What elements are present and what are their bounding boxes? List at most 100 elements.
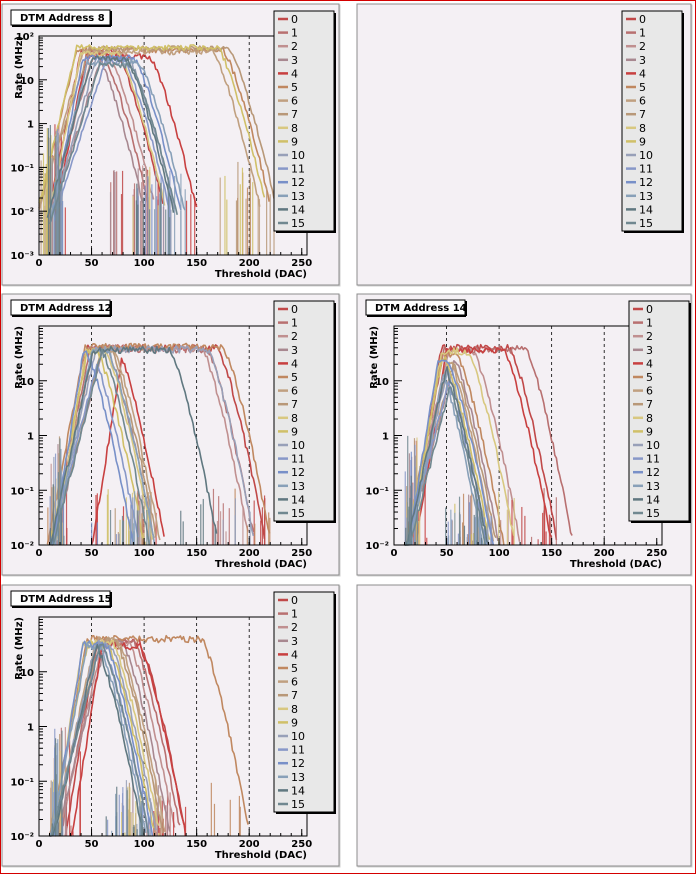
legend-label-9: 9: [291, 135, 298, 148]
y-tick-label: 10: [20, 377, 34, 388]
legend-box: [621, 10, 683, 232]
pad-border: [1, 3, 340, 286]
legend-label-3: 3: [646, 344, 653, 357]
legend-label-9: 9: [639, 135, 646, 148]
legend-label-12: 12: [639, 176, 653, 189]
legend-label-8: 8: [639, 122, 646, 135]
legend-label-7: 7: [639, 108, 646, 121]
x-tick-label: 250: [291, 258, 312, 269]
legend-label-3: 3: [291, 344, 298, 357]
legend-label-9: 9: [646, 425, 653, 438]
series-line-12: [50, 350, 135, 546]
legend-label-6: 6: [291, 385, 298, 398]
y-tick-label: 10⁻¹: [10, 486, 34, 497]
y-tick-label: 10⁻²: [10, 207, 34, 218]
legend-label-5: 5: [291, 371, 298, 384]
legend-label-12: 12: [646, 466, 660, 479]
series-line-14: [404, 366, 489, 546]
x-tick-label: 250: [291, 548, 312, 559]
legend-label-14: 14: [291, 203, 305, 216]
x-tick-label: 200: [239, 548, 260, 559]
x-tick-label: 50: [440, 548, 454, 559]
legend-label-12: 12: [291, 176, 305, 189]
x-tick-label: 250: [646, 548, 667, 559]
legend-label-0: 0: [291, 303, 298, 316]
x-tick-label: 150: [186, 839, 207, 850]
legend-label-8: 8: [291, 122, 298, 135]
legend-label-8: 8: [646, 412, 653, 425]
y-tick-label: 10²: [16, 32, 34, 43]
legend-label-6: 6: [639, 95, 646, 108]
x-tick-label: 50: [85, 839, 99, 850]
legend-label-4: 4: [291, 67, 298, 80]
legend-label-4: 4: [291, 357, 298, 370]
x-tick-label: 50: [85, 548, 99, 559]
legend-label-12: 12: [291, 757, 305, 770]
legend-label-2: 2: [291, 330, 298, 343]
plot-frame: [38, 325, 308, 546]
pad-border: [356, 584, 692, 867]
y-tick-label: 10: [375, 377, 389, 388]
legend-label-13: 13: [291, 771, 305, 784]
legend-label-2: 2: [639, 40, 646, 53]
legend-label-6: 6: [646, 385, 653, 398]
legend-label-2: 2: [646, 330, 653, 343]
chart-title: DTM Address 15: [20, 594, 112, 605]
legend-label-5: 5: [639, 81, 646, 94]
x-axis-label: Threshold (DAC): [215, 850, 307, 861]
chart-title: DTM Address 14: [375, 303, 467, 314]
y-tick-label: 10: [20, 668, 34, 679]
x-tick-label: 100: [489, 548, 510, 559]
series-line-15: [406, 386, 487, 546]
legend-label-1: 1: [291, 317, 298, 330]
legend-label-5: 5: [646, 371, 653, 384]
legend-label-11: 11: [291, 744, 305, 757]
legend-box: [273, 300, 335, 522]
y-tick-label: 10⁻¹: [10, 777, 34, 788]
legend-label-10: 10: [291, 149, 305, 162]
chart-title: DTM Address 12: [20, 303, 112, 314]
x-tick-label: 0: [36, 258, 43, 269]
legend-label-8: 8: [291, 703, 298, 716]
legend-label-11: 11: [291, 163, 305, 176]
legend-label-10: 10: [646, 439, 660, 452]
y-tick-label: 10⁻¹: [365, 486, 389, 497]
legend-label-4: 4: [639, 67, 646, 80]
series-line-15: [49, 643, 150, 837]
pad-border: [1, 293, 340, 576]
legend-label-0: 0: [639, 13, 646, 26]
legend-label-7: 7: [291, 108, 298, 121]
series-line-10: [50, 345, 255, 544]
legend-label-13: 13: [291, 190, 305, 203]
legend-label-1: 1: [646, 317, 653, 330]
y-tick-label: 10⁻¹: [10, 163, 34, 174]
legend-label-3: 3: [291, 635, 298, 648]
legend-label-3: 3: [639, 54, 646, 67]
legend-label-6: 6: [291, 676, 298, 689]
pad-background: [357, 585, 691, 866]
y-tick-label: 1: [27, 432, 34, 443]
legend-label-14: 14: [291, 784, 305, 797]
legend-label-8: 8: [291, 412, 298, 425]
legend-label-9: 9: [291, 425, 298, 438]
chart-title-box: DTM Address 12: [10, 299, 112, 317]
x-tick-label: 100: [134, 548, 155, 559]
x-tick-label: 200: [239, 839, 260, 850]
y-tick-label: 10: [20, 76, 34, 87]
y-tick-label: 10⁻²: [10, 541, 34, 552]
x-tick-label: 150: [186, 258, 207, 269]
y-tick-label: 10⁻³: [10, 251, 34, 262]
series-line-9: [38, 44, 266, 204]
legend-label-7: 7: [646, 398, 653, 411]
legend-label-0: 0: [646, 303, 653, 316]
legend-label-4: 4: [291, 648, 298, 661]
x-tick-label: 250: [291, 839, 312, 850]
legend-label-2: 2: [291, 621, 298, 634]
series-line-4: [69, 641, 187, 837]
legend-label-10: 10: [291, 439, 305, 452]
